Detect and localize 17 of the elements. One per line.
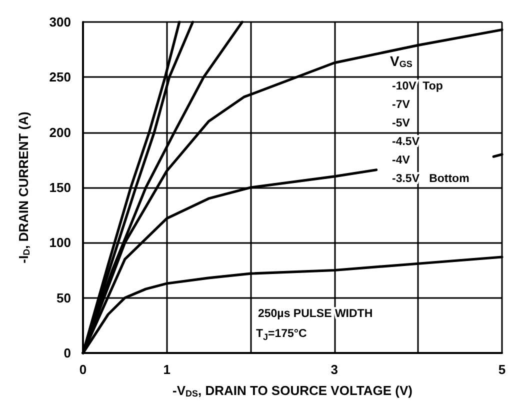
y-tick-label: 0 bbox=[64, 346, 71, 360]
x-tick-label: 1 bbox=[163, 362, 170, 377]
annotation: -7V bbox=[392, 99, 410, 111]
y-tick-label: 200 bbox=[49, 124, 71, 140]
x-tick-label: 5 bbox=[498, 362, 506, 377]
x-tick-label: 0 bbox=[79, 362, 87, 377]
y-tick-label: 250 bbox=[49, 70, 71, 85]
x-tick-label: 3 bbox=[330, 362, 338, 377]
y-tick-label: 50 bbox=[56, 290, 71, 306]
annotation: VGS bbox=[390, 53, 412, 69]
y-axis-title: -ID, DRAIN CURRENT (A) bbox=[16, 112, 32, 264]
annotation: -4V bbox=[392, 154, 410, 166]
y-tick-label: 100 bbox=[49, 235, 71, 250]
annotation: -5V bbox=[392, 118, 410, 130]
y-tick-label: 150 bbox=[49, 180, 71, 195]
annotation: -10V Top bbox=[392, 80, 443, 92]
y-tick-label: 300 bbox=[49, 14, 71, 30]
